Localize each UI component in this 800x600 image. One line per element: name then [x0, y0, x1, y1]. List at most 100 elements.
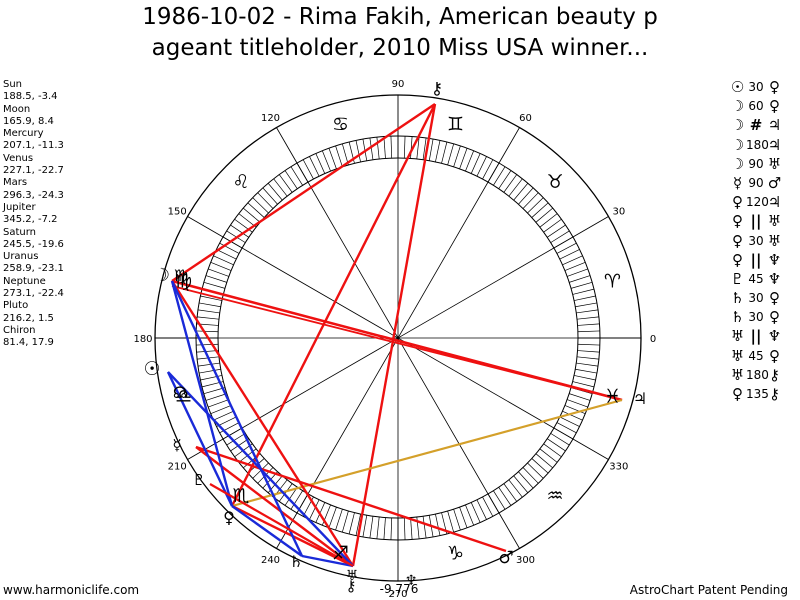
zodiac-tick [199, 368, 221, 374]
aspect-planet-1-icon: ♅ [730, 346, 745, 365]
zodiac-sign-icon: ♋ [332, 114, 349, 136]
aspect-angle: # [749, 116, 763, 135]
zodiac-tick [562, 255, 583, 266]
zodiac-tick [435, 513, 441, 536]
zodiac-tick [290, 166, 303, 186]
zodiac-tick [213, 410, 234, 421]
zodiac-tick [573, 295, 596, 301]
zodiac-tick [390, 517, 393, 540]
chiron-icon: ⚷ [346, 577, 357, 595]
zodiac-tick [230, 224, 249, 238]
degree-label: 300 [516, 555, 535, 566]
house-spoke-outer [553, 216, 609, 249]
aspect-row: ☽ 60 ♀ [729, 97, 783, 116]
planet-name-mars: Mars [3, 177, 28, 189]
zodiac-tick [203, 281, 226, 289]
aspect-planet-1-icon: ☽ [730, 135, 745, 154]
degree-label: 270 [388, 589, 407, 600]
degree-label: 30 [612, 207, 625, 218]
title-line-2: ageant titleholder, 2010 Miss USA winner… [151, 35, 649, 61]
aspect-line [170, 280, 234, 507]
aspect-line [171, 103, 436, 282]
aspect-row: ♄ 30 ♀ [729, 308, 783, 327]
aspect-angle: 180 [746, 137, 769, 152]
zodiac-tick [290, 490, 303, 510]
degree-label: 330 [609, 462, 628, 473]
zodiac-tick [203, 387, 226, 395]
zodiac-tick [210, 262, 232, 271]
aspect-angle: 60 [748, 99, 764, 114]
degree-label: 0 [650, 334, 656, 345]
aspect-row: ♄ 30 ♀ [729, 289, 783, 308]
zodiac-tick [459, 507, 468, 528]
planet-coords-venus: 227.1, -22.7 [3, 165, 64, 177]
zodiac-tick [567, 399, 588, 408]
degree-label: 180 [133, 334, 152, 345]
aspect-row: ♅ || ♆ [729, 327, 783, 346]
zodiac-tick [309, 499, 320, 520]
zodiac-tick [447, 510, 455, 533]
aspect-planet-2-icon: ♀ [769, 346, 780, 365]
zodiac-tick [309, 156, 320, 177]
zodiac-tick [569, 275, 591, 283]
zodiac-tick [435, 140, 441, 163]
aspect-planet-2-icon: ♆ [767, 327, 782, 346]
zodiac-tick [390, 136, 393, 159]
aspect-angle: 135 [746, 387, 769, 401]
virgo-icon: ♍ [174, 266, 188, 285]
zodiac-tick [205, 275, 227, 283]
zodiac-tick [453, 509, 461, 531]
planet-coords-saturn: 245.5, -19.6 [3, 238, 64, 250]
house-spoke-outer [487, 493, 520, 549]
aspect-line [231, 398, 623, 508]
zodiac-tick [243, 207, 261, 223]
planet-position-list: Sun 188.5, -3.4 Moon 165.9, 8.4 Mercury 207.1… [3, 79, 64, 350]
zodiac-tick [205, 393, 227, 401]
degree-label: 90 [392, 79, 405, 90]
house-spoke-outer [487, 127, 520, 183]
zodiac-sign-icon: ♓ [604, 385, 621, 407]
planet-coords-uranus: 258.9, -23.1 [3, 263, 64, 275]
zodiac-tick [522, 192, 539, 209]
zodiac-tick [539, 448, 558, 463]
moon-icon: ☽ [154, 265, 170, 286]
aspect-planet-2-icon: ♃ [767, 193, 782, 212]
zodiac-tick [556, 242, 577, 254]
aspect-row: ♇ 45 ♆ [729, 270, 783, 289]
aspect-line [195, 445, 507, 553]
aspect-planet-2-icon: ♀ [769, 78, 780, 96]
neptune-icon: ♆ [405, 573, 418, 589]
zodiac-tick [535, 207, 553, 223]
degree-label: 210 [168, 462, 187, 473]
zodiac-tick [522, 467, 539, 484]
zodiac-tick [527, 197, 544, 214]
aspect-line [166, 371, 234, 507]
planet-coords-chiron: 81.4, 17.9 [3, 337, 54, 349]
zodiac-tick [493, 490, 506, 510]
aspect-list: ☉ 30 ♀ ☽ 60 ♀ ☽ # ♃ ☽ 180 ♃ ☽ 90 ♅ ☿ 90 ♂ ♀ 120 ♃ ♀ || ♅ ♀ 30 ♅ ♀ ||… [729, 78, 783, 404]
aspect-angle: 30 [748, 291, 764, 306]
zodiac-tick [559, 416, 580, 427]
zodiac-tick [476, 499, 487, 520]
planet-coords-neptune: 273.1, -22.4 [3, 288, 64, 300]
aspect-angle: 180 [746, 367, 769, 382]
aspect-row: ☽ 90 ♅ [729, 155, 783, 174]
aspect-line [351, 103, 437, 567]
zodiac-tick [273, 178, 288, 197]
zodiac-tick [341, 143, 349, 166]
aspect-planet-2-icon: ♆ [767, 269, 782, 288]
aspect-planet-1-icon: ♅ [730, 365, 745, 384]
zodiac-tick [575, 302, 597, 308]
zodiac-sign-icon: ♏ [232, 485, 249, 507]
aspect-row: ☽ # ♃ [729, 116, 783, 135]
pluto-icon: ♇ [192, 471, 205, 489]
zodiac-tick [577, 330, 600, 333]
zodiac-sign-icon: ♉ [546, 171, 563, 193]
zodiac-sign-icon: ♌ [232, 171, 249, 193]
sun-icon: ☉ [143, 358, 160, 380]
mars-icon: ♂ [498, 548, 513, 568]
planet-name-pluto: Pluto [3, 300, 29, 312]
jupiter-icon: ♃ [633, 389, 647, 408]
zodiac-tick [482, 159, 494, 180]
zodiac-tick [230, 438, 249, 452]
